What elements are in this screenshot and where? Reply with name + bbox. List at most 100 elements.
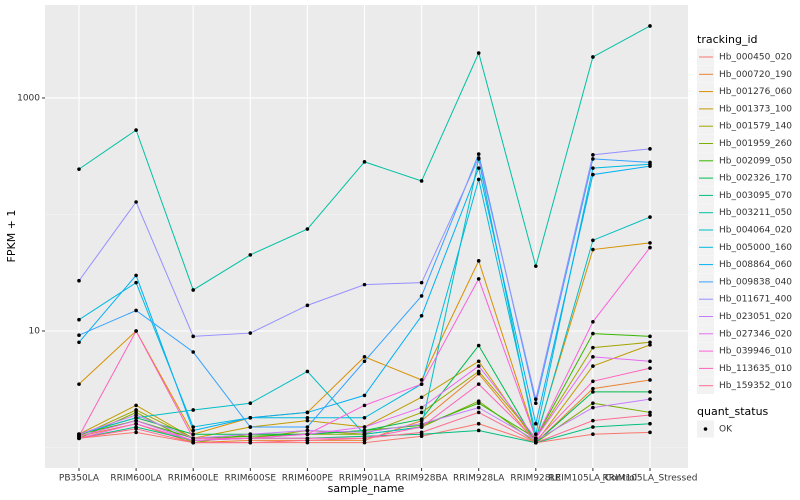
- data-point: [591, 379, 595, 384]
- legend-label: Hb_159352_010: [719, 381, 792, 391]
- data-point: [648, 160, 652, 165]
- data-point: [476, 177, 481, 182]
- data-point: [134, 413, 138, 417]
- x-axis-title: sample_name: [328, 482, 405, 495]
- data-point: [476, 259, 481, 263]
- data-point: [248, 440, 253, 445]
- data-point: [419, 395, 424, 400]
- legend-label: Hb_039946_010: [719, 347, 792, 357]
- data-point: [648, 430, 652, 435]
- legend-label: Hb_003211_050: [719, 208, 792, 218]
- data-point: [648, 359, 652, 364]
- data-point: [419, 378, 424, 382]
- data-point: [248, 253, 253, 257]
- data-point: [591, 153, 595, 157]
- data-point: [648, 413, 652, 417]
- data-point: [248, 432, 253, 437]
- y-axis-title: FPKM + 1: [5, 210, 18, 263]
- data-point: [476, 343, 481, 348]
- legend-label: Hb_001579_140: [719, 122, 792, 132]
- data-point: [362, 359, 367, 364]
- x-tick-label: RRIM928LE: [510, 474, 561, 484]
- x-tick-label: RRIM928BA: [395, 474, 448, 484]
- data-point: [591, 157, 595, 161]
- x-tick-label: PB350LA: [59, 474, 100, 484]
- data-point: [648, 147, 652, 151]
- data-point: [134, 430, 138, 435]
- data-point: [534, 397, 538, 401]
- data-point: [419, 425, 424, 429]
- data-point: [419, 179, 424, 183]
- data-point: [476, 428, 481, 433]
- x-tick-label: RRIM600SE: [225, 474, 277, 484]
- data-point: [534, 264, 538, 268]
- data-point: [476, 369, 481, 374]
- data-point: [648, 241, 652, 245]
- data-point: [362, 415, 367, 420]
- data-point: [362, 436, 367, 441]
- data-point: [362, 430, 367, 435]
- data-point: [191, 436, 195, 441]
- data-point: [77, 382, 81, 386]
- data-point: [191, 350, 195, 354]
- data-point: [77, 278, 81, 283]
- data-point: [648, 410, 652, 415]
- data-point: [591, 401, 595, 406]
- legend-label: Hb_003095_070: [719, 191, 792, 201]
- data-point: [648, 378, 652, 382]
- data-point: [362, 425, 367, 429]
- data-point: [591, 364, 595, 368]
- data-point: [419, 405, 424, 410]
- data-point: [419, 430, 424, 435]
- data-point: [591, 425, 595, 429]
- data-point: [305, 418, 310, 423]
- legend-label: Hb_005000_160: [719, 243, 792, 253]
- data-point: [591, 247, 595, 252]
- data-point: [591, 418, 595, 423]
- legend-label: Hb_009838_040: [719, 277, 792, 287]
- data-point: [476, 359, 481, 364]
- data-point: [419, 280, 424, 285]
- data-point: [476, 156, 481, 160]
- data-point: [648, 24, 652, 28]
- y-tick-label: 10: [29, 326, 41, 336]
- data-point: [534, 421, 538, 426]
- data-point: [134, 329, 138, 333]
- data-point: [591, 405, 595, 410]
- legend-label: Hb_027346_020: [719, 329, 792, 339]
- data-point: [77, 317, 81, 322]
- data-point: [362, 403, 367, 408]
- data-point: [591, 386, 595, 391]
- data-point: [476, 152, 481, 156]
- data-point: [191, 440, 195, 445]
- data-point: [134, 410, 138, 415]
- data-point: [648, 343, 652, 347]
- data-point: [648, 340, 652, 345]
- data-point: [476, 277, 481, 281]
- data-point: [591, 172, 595, 177]
- data-point: [419, 294, 424, 298]
- data-point: [591, 345, 595, 350]
- data-point: [248, 415, 253, 420]
- legend-label: Hb_000450_020: [719, 53, 792, 63]
- x-tick-label: RRIM600PE: [282, 474, 334, 484]
- x-tick-label: RRIM901LA: [339, 474, 391, 484]
- data-point: [591, 166, 595, 170]
- legend-label: OK: [719, 425, 733, 435]
- data-point: [134, 280, 138, 285]
- data-point: [248, 401, 253, 406]
- data-point: [305, 227, 310, 231]
- data-point: [362, 393, 367, 398]
- data-point: [648, 397, 652, 401]
- data-point: [134, 308, 138, 313]
- data-point: [362, 160, 367, 164]
- data-point: [77, 167, 81, 171]
- data-point: [77, 333, 81, 338]
- data-point: [362, 282, 367, 287]
- data-point: [305, 428, 310, 433]
- legend-label: Hb_008864_060: [719, 260, 792, 270]
- data-point: [648, 390, 652, 394]
- data-point: [134, 403, 138, 408]
- legend-label: Hb_001959_260: [719, 139, 792, 149]
- data-point: [591, 55, 595, 59]
